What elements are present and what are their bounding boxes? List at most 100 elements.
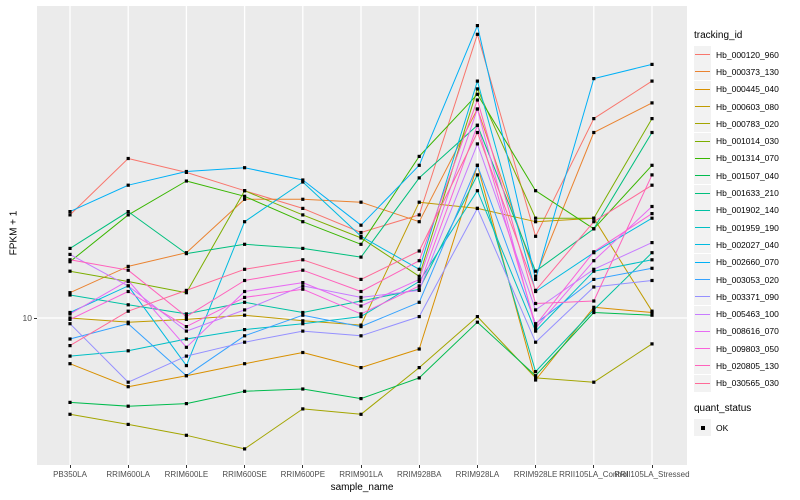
data-point-marker [650,342,654,346]
data-point-marker [475,163,479,167]
legend-key-line-icon [695,175,710,177]
data-point-marker [301,313,305,317]
legend-key [694,167,711,185]
data-point-marker [184,433,188,437]
legend-item: Hb_001959_190 [694,219,779,237]
x-tick-mark [593,465,595,468]
legend-title-quant-status: quant_status [694,402,752,414]
legend-key [694,253,711,271]
legend-item-label: Hb_001959_190 [716,222,779,233]
data-point-marker [126,278,130,283]
data-point-marker [417,267,421,271]
data-point-marker [68,400,72,404]
data-point-marker [301,322,305,326]
data-point-marker [301,206,305,210]
x-tick-label: RRIM600LA [106,470,150,479]
data-point-marker [359,315,363,319]
data-point-marker [534,326,538,330]
x-tick-label: RRIM600LE [164,470,209,479]
legend-item-label: Hb_003371_090 [716,291,779,302]
data-point-marker [534,340,538,344]
legend-key [694,115,711,133]
data-point-marker [126,322,130,326]
data-point-marker [301,197,305,201]
data-point-marker [68,258,72,262]
legend-item: Hb_003371_090 [694,288,779,306]
data-point-marker [650,241,654,245]
data-point-marker [650,216,654,220]
legend-key [694,236,711,254]
data-point-marker [184,402,188,406]
data-point-marker [592,277,596,281]
data-point-marker [359,412,363,416]
x-tick-mark [360,465,362,468]
legend-key-ok [694,419,711,437]
legend-key [694,219,711,237]
data-point-marker [68,362,72,366]
data-point-marker [243,278,247,283]
legend-item: Hb_001902_140 [694,201,779,219]
legend-key-line-icon [695,54,710,56]
data-point-marker [417,274,421,278]
data-point-marker [592,220,596,224]
x-tick-mark [244,465,246,468]
data-point-marker [243,389,247,393]
legend-key-line-icon [695,71,710,73]
y-tick-label-10: 10 [22,312,32,323]
data-point-marker [126,289,130,294]
data-point-marker [68,322,72,326]
data-point-marker [534,277,538,281]
data-point-marker [592,308,596,312]
data-point-marker [650,258,654,262]
legend-key [694,80,711,98]
x-tick-mark [535,465,537,468]
data-point-marker [184,364,188,368]
data-point-marker [475,87,479,91]
data-point-marker [68,210,72,214]
legend-item-label: Hb_009803_050 [716,343,779,354]
data-point-marker [417,315,421,319]
legend-item-label: Hb_000120_960 [716,49,779,60]
data-point-marker [417,279,421,284]
legend-key [694,288,711,306]
legend-item-label: Hb_002027_040 [716,239,779,250]
legend-item-label: Hb_001633_210 [716,188,779,199]
legend-key [694,271,711,288]
data-point-marker [534,308,538,312]
legend-item: Hb_000783_020 [694,115,779,133]
legend-item: Hb_000445_040 [694,80,779,98]
x-tick-mark [476,465,478,468]
data-point-marker [126,303,130,307]
data-point-marker [243,362,247,366]
legend-key-line-icon [695,296,710,298]
data-point-marker [534,288,538,292]
x-tick-label: RRIM600PE [280,470,326,479]
legend-key-line-icon [695,157,710,159]
plot-canvas [37,6,687,465]
data-point-marker [475,142,479,146]
data-point-marker [650,212,654,216]
legend-item-label: OK [716,422,729,433]
data-point-marker [126,156,130,161]
x-tick-label: RRII105LA_Control [559,470,629,479]
data-point-marker [359,234,363,238]
legend-item: Hb_000603_080 [694,98,779,116]
data-point-marker [301,213,305,217]
data-point-marker [68,344,72,348]
legend-item: Hb_009803_050 [694,340,779,358]
data-point-marker [359,397,363,401]
data-point-marker [592,259,596,263]
x-tick-mark [418,465,420,468]
data-point-marker [475,189,479,193]
data-point-marker [243,334,247,338]
data-point-marker [126,183,130,187]
data-point-marker [301,287,305,291]
x-tick-label: PB350LA [53,470,87,479]
data-point-marker [417,277,421,281]
legend-item: Hb_030565_030 [694,374,779,392]
data-point-marker [534,301,538,306]
data-point-marker [650,130,654,135]
data-point-marker [417,347,421,351]
legend-key [694,149,711,167]
